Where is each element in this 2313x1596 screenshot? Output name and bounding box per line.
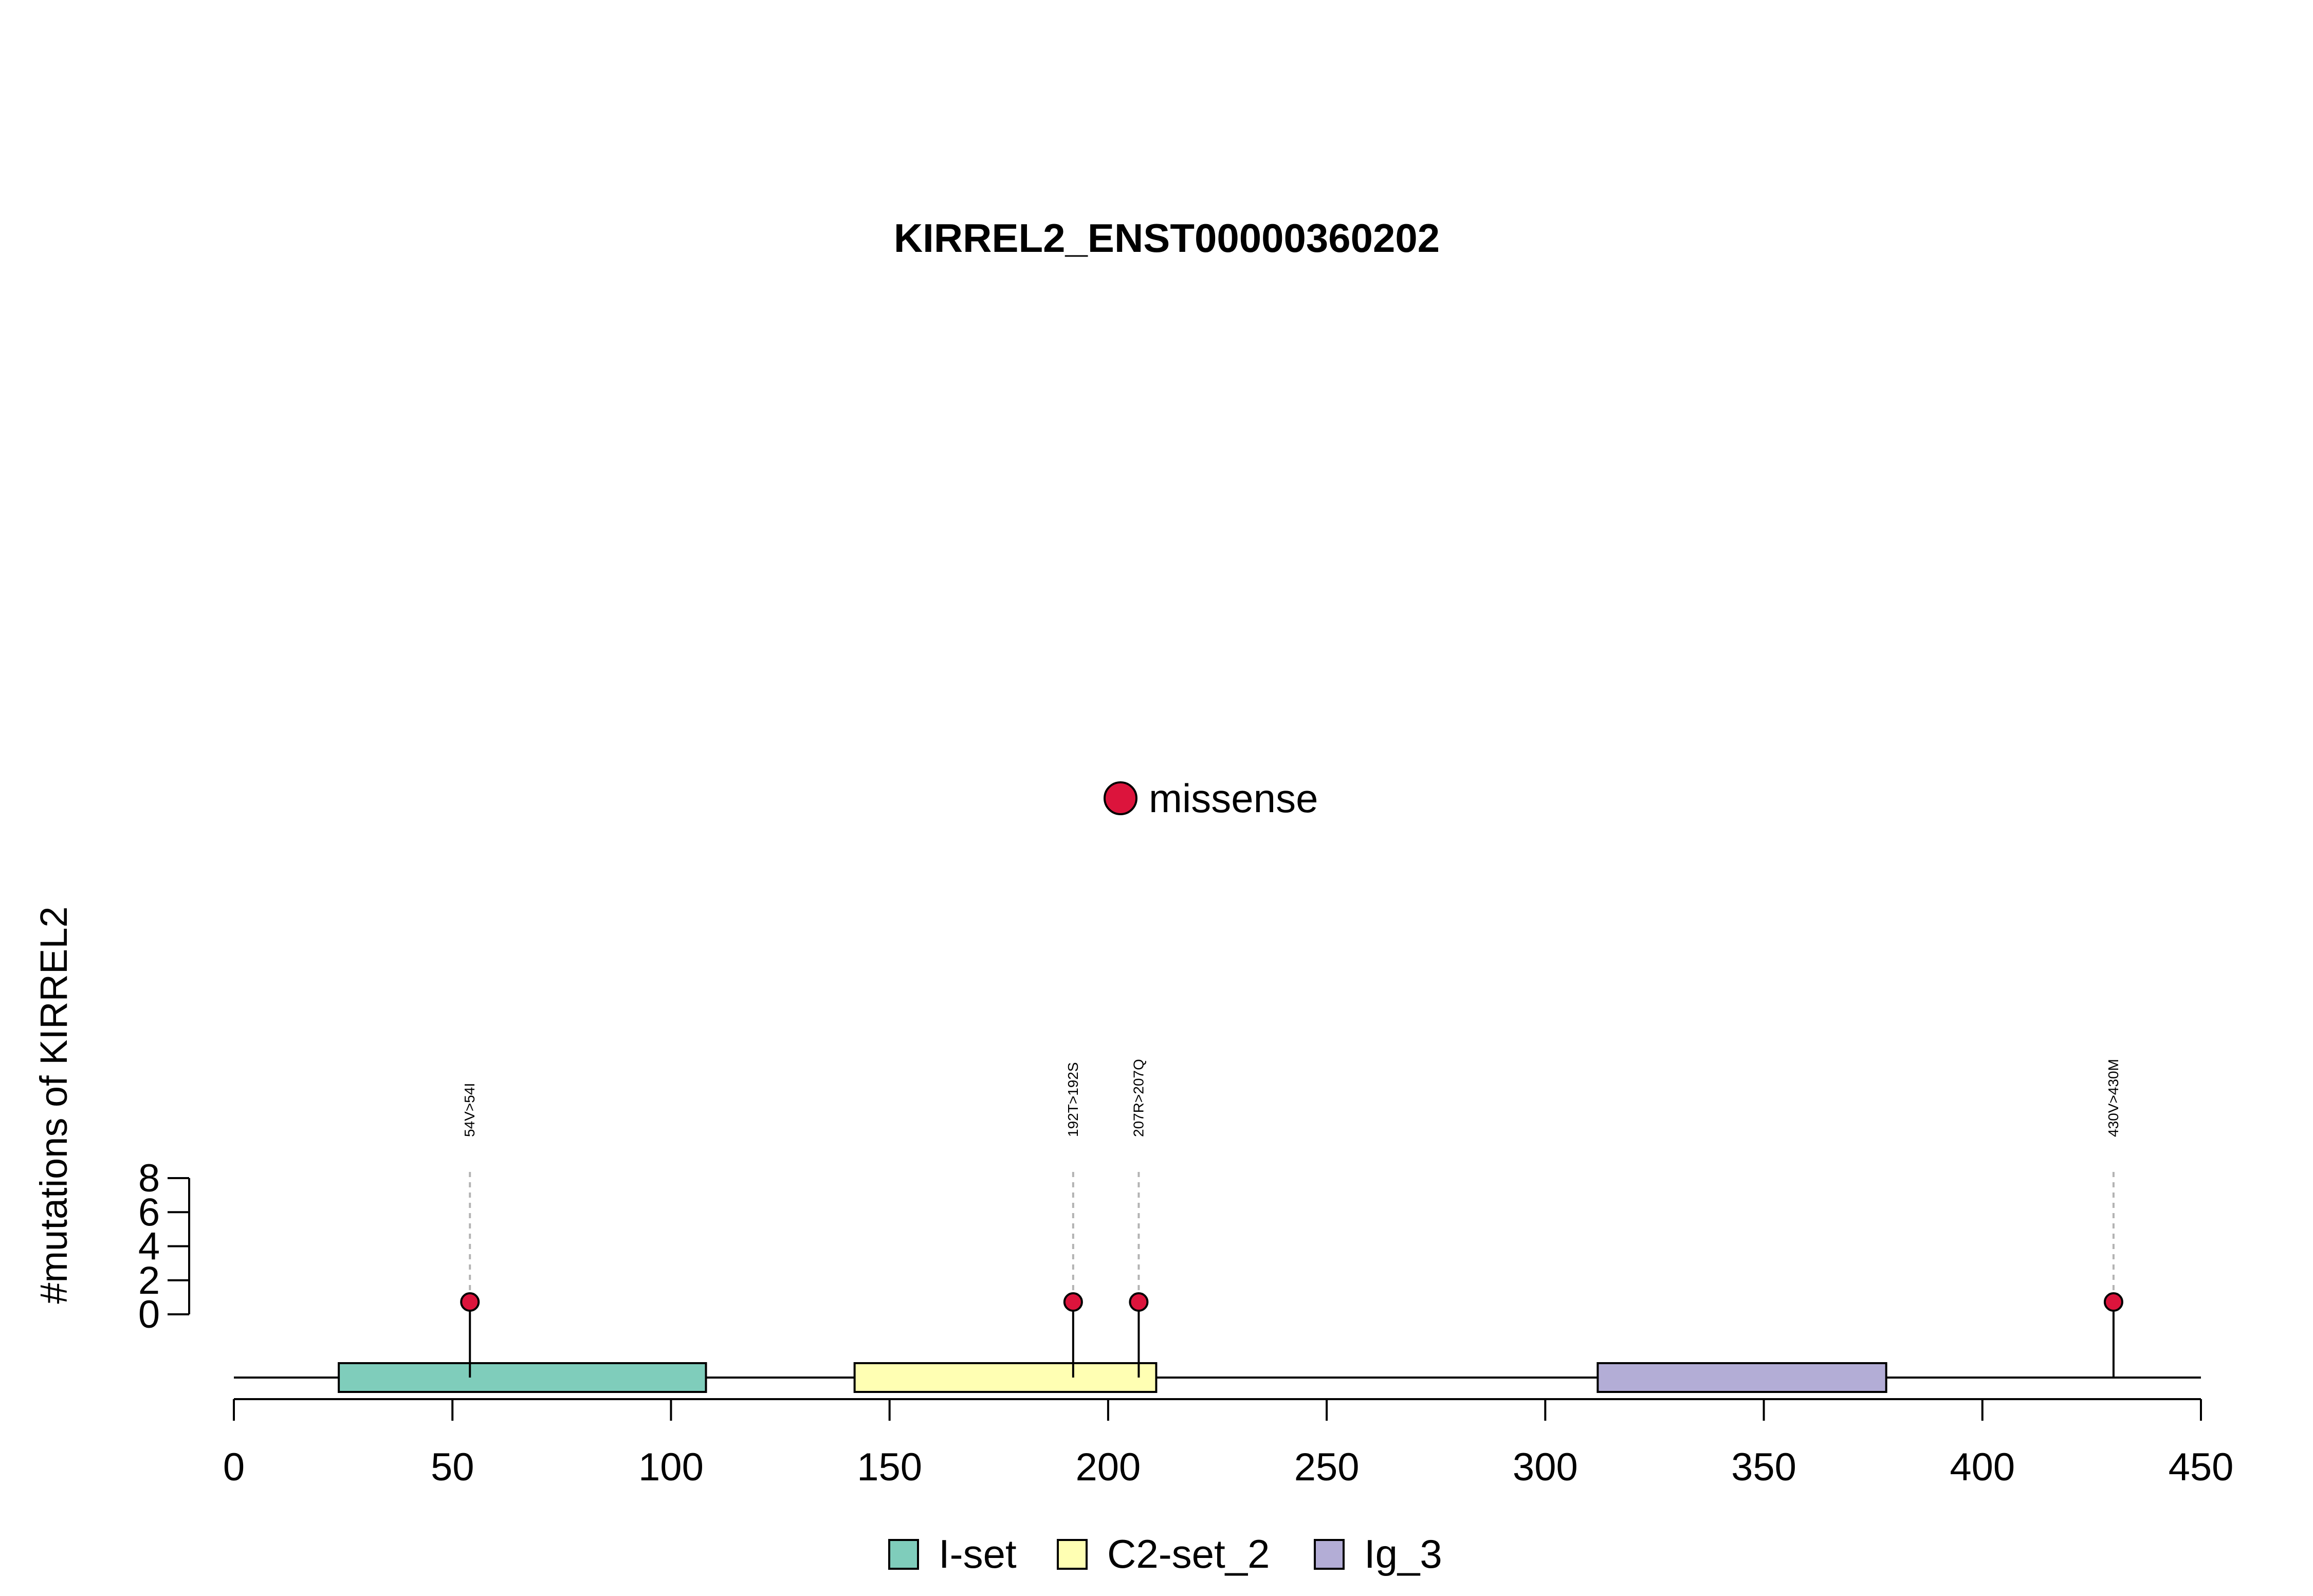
mutations-layer: 54V>54I 192T>192S 207R>207Q 430V>430M	[460, 1059, 2123, 1378]
domain-box	[1596, 1362, 1887, 1393]
x-tick-label: 450	[2169, 1445, 2234, 1489]
x-tick-label: 100	[638, 1445, 704, 1489]
x-tick-label: 400	[1950, 1445, 2015, 1489]
mutation-point	[2103, 1292, 2123, 1312]
domain-legend-swatch	[1314, 1539, 1345, 1570]
domain-legend-swatch	[888, 1539, 919, 1570]
x-tick-label: 250	[1294, 1445, 1360, 1489]
y-tick-label: 8	[138, 1157, 160, 1200]
x-tick-label: 50	[431, 1445, 474, 1489]
chart-title: KIRREL2_ENST00000360202	[894, 215, 1440, 261]
y-axis-label: #mutations of KIRREL2	[32, 906, 75, 1304]
mutation-label: 430V>430M	[2105, 1059, 2121, 1137]
y-tick-label: 0	[138, 1293, 160, 1336]
domain-box	[853, 1362, 1158, 1393]
mutation-point	[1129, 1292, 1149, 1312]
x-tick-label: 0	[223, 1445, 245, 1489]
x-tick-label: 300	[1513, 1445, 1578, 1489]
mutation-point	[1063, 1292, 1083, 1312]
x-tick-label: 200	[1075, 1445, 1141, 1489]
legends-layer: missense I-set C2-set_2 Ig_3	[888, 776, 1442, 1576]
mutation-label: 207R>207Q	[1130, 1059, 1146, 1137]
domain-legend-label: C2-set_2	[1107, 1531, 1270, 1576]
legend-missense-marker	[1104, 781, 1137, 815]
domains-layer	[338, 1362, 1887, 1393]
legend-missense-label: missense	[1149, 776, 1318, 821]
mutation-label: 192T>192S	[1065, 1062, 1081, 1137]
domain-legend-label: I-set	[939, 1531, 1017, 1576]
domain-legend-swatch	[1057, 1539, 1088, 1570]
mutation-point	[460, 1292, 480, 1312]
domain-legend-label: Ig_3	[1364, 1531, 1442, 1576]
y-tick-label: 2	[138, 1259, 160, 1303]
y-tick-label: 6	[138, 1190, 160, 1234]
x-tick-label: 150	[857, 1445, 922, 1489]
domain-box	[338, 1362, 707, 1393]
x-tick-label: 350	[1731, 1445, 1796, 1489]
mutation-label: 54V>54I	[462, 1083, 478, 1137]
y-tick-label: 4	[138, 1225, 160, 1269]
